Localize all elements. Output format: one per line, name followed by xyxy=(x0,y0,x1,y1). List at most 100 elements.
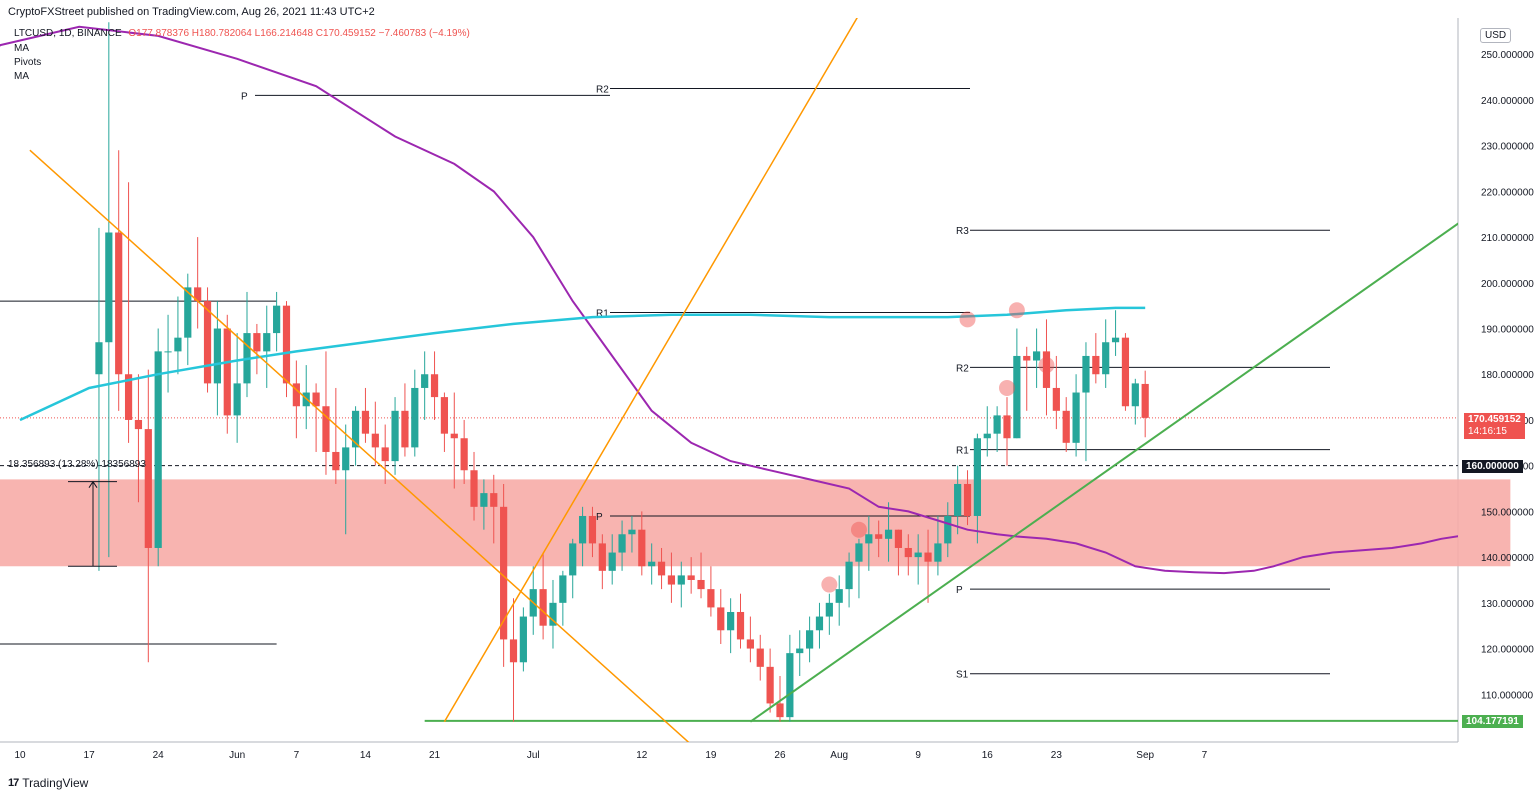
measure-label: 18.356893 (13.28%) 18356893 xyxy=(8,459,146,470)
candle-body xyxy=(588,515,597,544)
tradingview-brand: TradingView xyxy=(22,776,89,790)
candle-body xyxy=(973,438,981,516)
price-tick-label: 110.000000 xyxy=(1481,690,1534,701)
support-zone-band xyxy=(0,479,1511,567)
last-price: 170.459152 xyxy=(1468,414,1521,425)
candle-body xyxy=(223,328,231,416)
candle-body xyxy=(1062,410,1070,443)
ma-fast-line xyxy=(0,25,1458,575)
currency-badge[interactable]: USD xyxy=(1480,28,1512,43)
price-tick-label: 120.000000 xyxy=(1481,645,1534,656)
time-tick-label: Sep xyxy=(1136,750,1154,761)
candle-body xyxy=(430,374,439,398)
candle-body xyxy=(174,337,182,352)
touch-marker xyxy=(1038,357,1055,374)
last-price-tag: 170.459152 14:16:15 xyxy=(1464,413,1525,439)
price-tick-label: 180.000000 xyxy=(1481,370,1534,381)
candle-body xyxy=(835,589,843,603)
candle-body xyxy=(213,328,221,384)
pivot-label: S1 xyxy=(956,670,969,681)
candle-body xyxy=(312,392,320,407)
price-tick-label: 210.000000 xyxy=(1481,233,1534,244)
time-tick-label: 26 xyxy=(774,750,786,761)
candle-body xyxy=(845,561,853,590)
candle-body xyxy=(351,410,360,448)
candle-body xyxy=(756,648,764,667)
candle-body xyxy=(697,579,705,590)
indicator-pivots[interactable]: Pivots xyxy=(14,57,42,68)
pivot-label: R3 xyxy=(956,226,969,237)
time-axis[interactable]: 10 17 24 Jun 7 14 21 Jul 12 19 26 Aug 9 16 23 Sep 7 xyxy=(14,750,1207,761)
candle-body xyxy=(569,543,577,576)
bar-countdown: 14:16:15 xyxy=(1468,426,1507,437)
price-axis[interactable]: 110.000000 120.000000 130.000000 140.000000… xyxy=(1481,50,1534,701)
symbol-line: LTCUSD, 1D, BINANCE O177.878376 H180.782… xyxy=(14,28,470,39)
candle-body xyxy=(371,433,379,448)
candle-body xyxy=(519,616,527,663)
moving-averages xyxy=(0,25,1458,575)
candle-body xyxy=(904,547,912,558)
candle-body xyxy=(648,561,656,567)
pivot-label: R2 xyxy=(596,84,609,95)
candle-body xyxy=(677,575,685,585)
candle-body xyxy=(1082,355,1090,393)
pivot-label: R1 xyxy=(596,309,609,320)
time-tick-label: 10 xyxy=(14,750,26,761)
candle-body xyxy=(954,483,962,516)
price-tick-label: 250.000000 xyxy=(1481,50,1534,61)
trendline-green xyxy=(749,222,1458,723)
candle-body xyxy=(578,515,587,544)
candle-body xyxy=(707,589,715,608)
indicator-ma-1[interactable]: MA xyxy=(14,43,29,54)
candle-body xyxy=(184,287,192,338)
candle-body xyxy=(500,506,508,640)
price-tick-label: 230.000000 xyxy=(1481,142,1534,153)
candle-body xyxy=(796,648,804,654)
indicator-ma-2[interactable]: MA xyxy=(14,71,29,82)
candle-body xyxy=(608,552,616,571)
candle-body xyxy=(164,351,172,353)
pivot-label: P xyxy=(241,91,248,102)
pivot-label: R2 xyxy=(956,363,969,374)
candle-body xyxy=(1092,355,1100,375)
candle-body xyxy=(1042,351,1051,388)
time-tick-label: 24 xyxy=(153,750,165,761)
candle-body xyxy=(687,575,695,580)
time-tick-label: 7 xyxy=(294,750,300,761)
candle-body xyxy=(115,232,123,375)
candle-body xyxy=(124,374,133,420)
price-tick-label: 200.000000 xyxy=(1481,279,1534,290)
symbol-label: LTCUSD, 1D, BINANCE xyxy=(14,28,122,39)
candle-body xyxy=(391,410,399,462)
candle-body xyxy=(638,529,646,567)
candle-body xyxy=(1052,387,1060,411)
measure-arrowhead xyxy=(88,480,98,488)
candle-body xyxy=(105,232,113,343)
candle-body xyxy=(282,305,291,384)
candle-body xyxy=(1131,383,1139,407)
candle-body xyxy=(806,630,814,649)
price-tick-label: 130.000000 xyxy=(1481,599,1534,610)
candle-body xyxy=(342,447,350,471)
tradingview-logo[interactable]: 17 TradingView xyxy=(8,776,88,790)
candle-body xyxy=(963,483,972,516)
candle-body xyxy=(914,552,922,558)
time-tick-label: Aug xyxy=(830,750,848,761)
candle-body xyxy=(983,433,991,439)
trendline-orange xyxy=(443,18,858,723)
candle-body xyxy=(1023,355,1031,361)
time-tick-label: 23 xyxy=(1051,750,1063,761)
candle-body xyxy=(460,438,468,471)
candle-body xyxy=(1141,383,1149,418)
candle-body xyxy=(1102,342,1110,375)
candle-body xyxy=(657,561,666,576)
candle-body xyxy=(490,493,498,507)
candle-body xyxy=(381,447,389,462)
candle-body xyxy=(322,406,330,452)
touch-marker xyxy=(1008,302,1025,319)
horizontal-levels xyxy=(0,300,1458,722)
candle-body xyxy=(825,602,833,617)
candles xyxy=(95,22,1149,722)
candle-body xyxy=(401,410,409,448)
